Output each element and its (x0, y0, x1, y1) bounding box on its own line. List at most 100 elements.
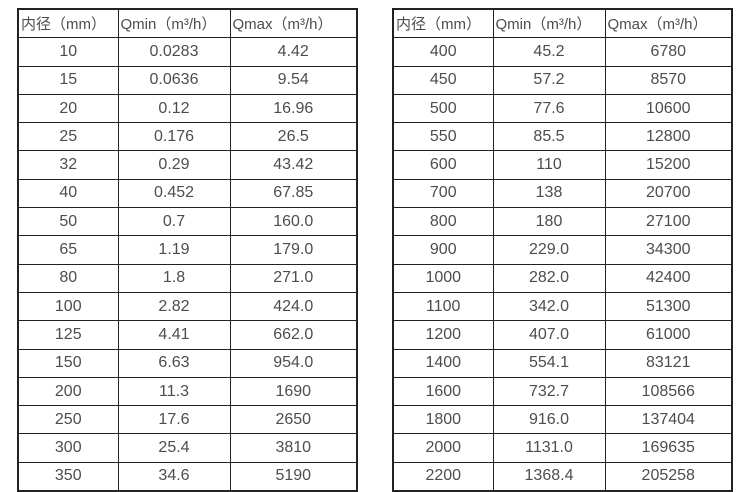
table-row: 80 1.8 271.0 (17, 263, 358, 293)
cell-diameter: 2000 (392, 433, 494, 463)
cell-diameter: 80 (17, 263, 119, 293)
table-row: 1800 916.0 137404 (392, 405, 733, 435)
cell-qmin: 11.3 (117, 376, 231, 407)
cell-qmax: 83121 (604, 348, 733, 378)
cell-qmax: 16.96 (229, 93, 358, 124)
cell-qmax: 27100 (604, 207, 733, 237)
cell-qmin: 342.0 (492, 291, 606, 322)
header-diameter: 内径（mm） (392, 8, 494, 39)
cell-qmin: 85.5 (492, 122, 606, 152)
cell-qmin: 229.0 (492, 235, 606, 265)
header-qmin: Qmin（m³/h） (492, 8, 606, 39)
cell-qmax: 662.0 (229, 320, 358, 350)
cell-diameter: 10 (17, 37, 119, 67)
cell-qmin: 17.6 (117, 405, 231, 435)
cell-qmin: 0.0636 (117, 65, 231, 95)
header-row: 内径（mm） Qmin（m³/h） Qmax（m³/h） (17, 8, 358, 39)
table-row: 15 0.0636 9.54 (17, 65, 358, 95)
table-row: 40 0.452 67.85 (17, 178, 358, 209)
cell-qmin: 732.7 (492, 376, 606, 407)
cell-qmax: 160.0 (229, 207, 358, 237)
cell-qmax: 26.5 (229, 122, 358, 152)
cell-qmax: 3810 (229, 433, 358, 463)
cell-qmin: 0.0283 (117, 37, 231, 67)
cell-diameter: 125 (17, 320, 119, 350)
cell-diameter: 800 (392, 207, 494, 237)
cell-diameter: 1600 (392, 376, 494, 407)
cell-qmin: 0.7 (117, 207, 231, 237)
cell-qmax: 20700 (604, 178, 733, 209)
cell-diameter: 20 (17, 93, 119, 124)
table-body: 400 45.2 6780 450 57.2 8570 500 77.6 10600 550 85.… (392, 37, 733, 492)
cell-qmax: 9.54 (229, 65, 358, 95)
cell-qmax: 67.85 (229, 178, 358, 209)
cell-qmin: 0.29 (117, 150, 231, 180)
cell-diameter: 32 (17, 150, 119, 180)
cell-qmax: 205258 (604, 461, 733, 492)
table-row: 65 1.19 179.0 (17, 235, 358, 265)
cell-qmax: 12800 (604, 122, 733, 152)
cell-qmax: 424.0 (229, 291, 358, 322)
cell-qmax: 169635 (604, 433, 733, 463)
cell-diameter: 450 (392, 65, 494, 95)
cell-diameter: 250 (17, 405, 119, 435)
cell-diameter: 900 (392, 235, 494, 265)
cell-qmax: 43.42 (229, 150, 358, 180)
cell-qmin: 1131.0 (492, 433, 606, 463)
table-row: 1200 407.0 61000 (392, 320, 733, 350)
cell-diameter: 65 (17, 235, 119, 265)
table-body: 10 0.0283 4.42 15 0.0636 9.54 20 0.12 16.96 25 0.1… (17, 37, 358, 492)
cell-qmin: 407.0 (492, 320, 606, 350)
header-qmax: Qmax（m³/h） (604, 8, 733, 39)
cell-qmax: 51300 (604, 291, 733, 322)
cell-diameter: 15 (17, 65, 119, 95)
cell-qmin: 45.2 (492, 37, 606, 67)
cell-diameter: 1800 (392, 405, 494, 435)
cell-diameter: 350 (17, 461, 119, 492)
cell-diameter: 1000 (392, 263, 494, 293)
cell-qmin: 0.452 (117, 178, 231, 209)
spec-tables-container: 内径（mm） Qmin（m³/h） Qmax（m³/h） 10 0.0283 4.4… (17, 8, 733, 492)
table-row: 1000 282.0 42400 (392, 263, 733, 293)
cell-qmin: 0.12 (117, 93, 231, 124)
table-row: 450 57.2 8570 (392, 65, 733, 95)
cell-qmax: 8570 (604, 65, 733, 95)
table-row: 200 11.3 1690 (17, 376, 358, 407)
table-row: 300 25.4 3810 (17, 433, 358, 463)
cell-qmin: 554.1 (492, 348, 606, 378)
cell-qmin: 180 (492, 207, 606, 237)
table-row: 600 110 15200 (392, 150, 733, 180)
cell-qmax: 10600 (604, 93, 733, 124)
cell-diameter: 1400 (392, 348, 494, 378)
table-row: 32 0.29 43.42 (17, 150, 358, 180)
cell-qmin: 34.6 (117, 461, 231, 492)
table-row: 500 77.6 10600 (392, 93, 733, 124)
cell-qmax: 6780 (604, 37, 733, 67)
cell-qmax: 271.0 (229, 263, 358, 293)
cell-qmax: 42400 (604, 263, 733, 293)
cell-qmin: 138 (492, 178, 606, 209)
header-qmin: Qmin（m³/h） (117, 8, 231, 39)
cell-qmin: 25.4 (117, 433, 231, 463)
header-qmax: Qmax（m³/h） (229, 8, 358, 39)
cell-qmin: 77.6 (492, 93, 606, 124)
cell-diameter: 100 (17, 291, 119, 322)
cell-qmin: 0.176 (117, 122, 231, 152)
table-row: 250 17.6 2650 (17, 405, 358, 435)
cell-qmin: 4.41 (117, 320, 231, 350)
table-row: 1600 732.7 108566 (392, 376, 733, 407)
cell-qmax: 179.0 (229, 235, 358, 265)
header-diameter: 内径（mm） (17, 8, 119, 39)
table-row: 900 229.0 34300 (392, 235, 733, 265)
cell-diameter: 150 (17, 348, 119, 378)
cell-diameter: 550 (392, 122, 494, 152)
cell-diameter: 700 (392, 178, 494, 209)
spec-table-small-diameters: 内径（mm） Qmin（m³/h） Qmax（m³/h） 10 0.0283 4.4… (17, 8, 358, 492)
cell-diameter: 25 (17, 122, 119, 152)
cell-diameter: 200 (17, 376, 119, 407)
cell-qmin: 6.63 (117, 348, 231, 378)
cell-qmin: 1368.4 (492, 461, 606, 492)
cell-diameter: 300 (17, 433, 119, 463)
table-row: 700 138 20700 (392, 178, 733, 209)
table-row: 2000 1131.0 169635 (392, 433, 733, 463)
